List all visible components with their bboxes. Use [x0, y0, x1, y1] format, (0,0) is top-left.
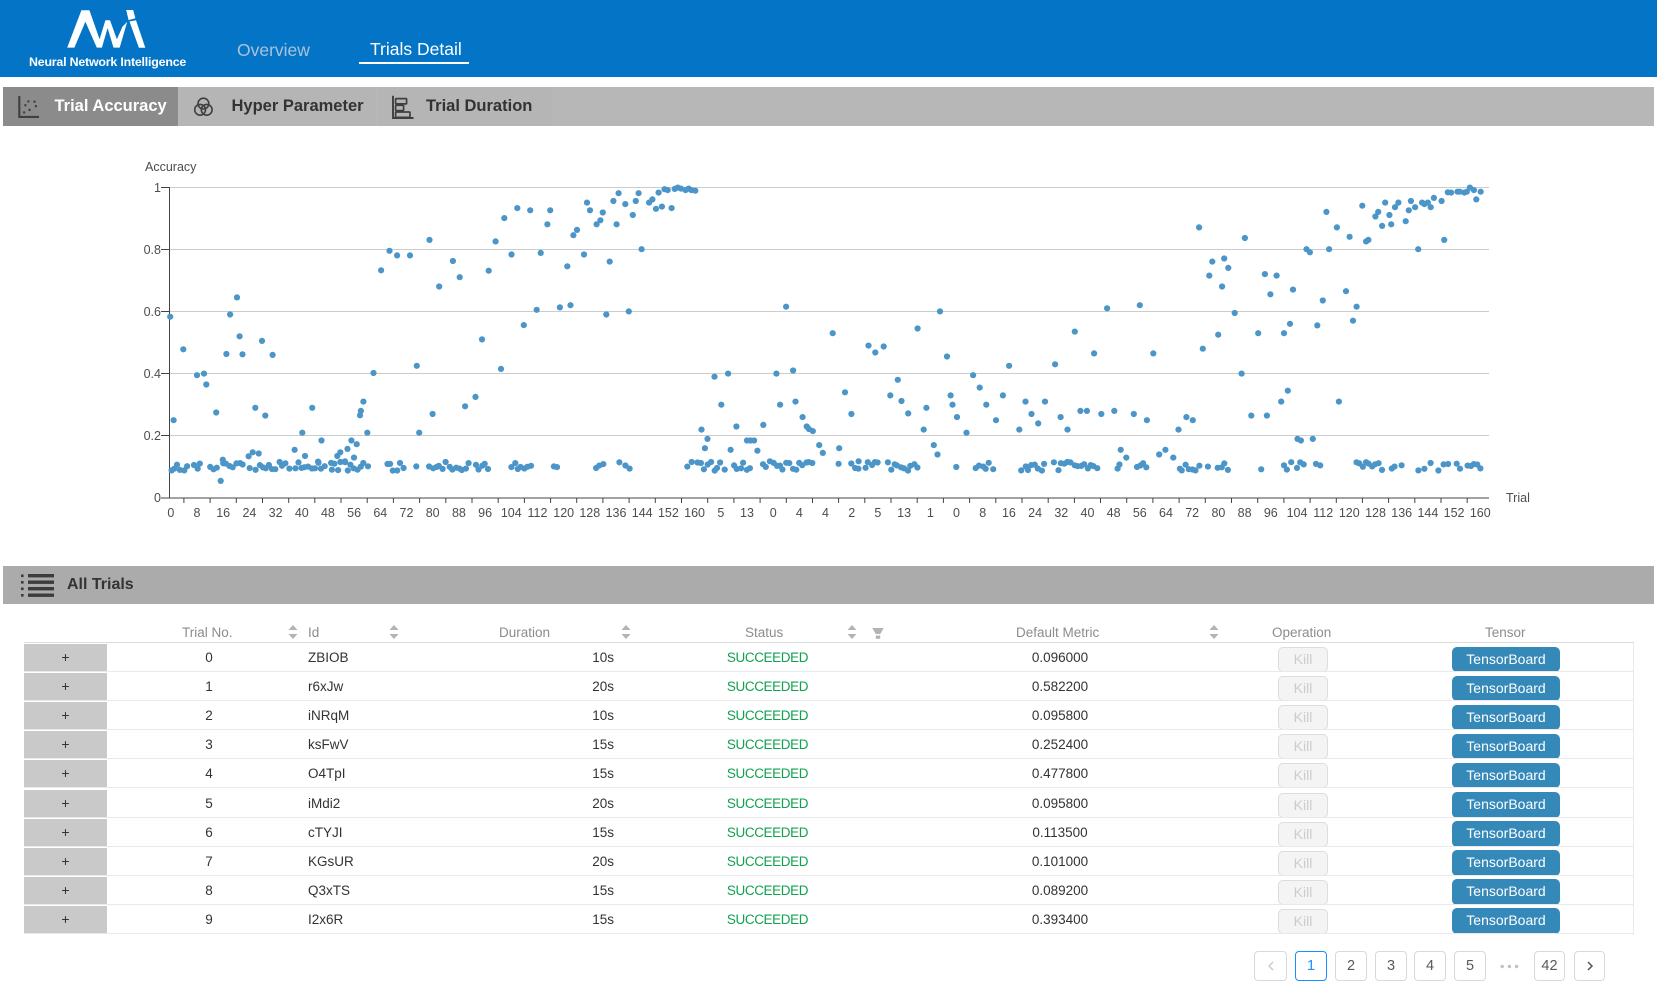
svg-text:4: 4: [822, 506, 829, 520]
svg-text:5: 5: [717, 506, 724, 520]
svg-text:64: 64: [373, 506, 387, 520]
svg-text:160: 160: [684, 506, 705, 520]
svg-text:0: 0: [953, 506, 960, 520]
svg-text:4: 4: [796, 506, 803, 520]
svg-text:Accuracy: Accuracy: [145, 160, 197, 174]
svg-text:16: 16: [216, 506, 230, 520]
svg-text:Trial: Trial: [1506, 491, 1530, 505]
svg-text:8: 8: [979, 506, 986, 520]
svg-text:1: 1: [927, 506, 934, 520]
svg-text:144: 144: [1417, 506, 1438, 520]
svg-text:13: 13: [897, 506, 911, 520]
svg-text:48: 48: [1107, 506, 1121, 520]
svg-text:2: 2: [848, 506, 855, 520]
svg-text:152: 152: [658, 506, 679, 520]
svg-text:160: 160: [1470, 506, 1491, 520]
svg-text:80: 80: [426, 506, 440, 520]
svg-text:96: 96: [478, 506, 492, 520]
svg-text:40: 40: [295, 506, 309, 520]
svg-text:128: 128: [579, 506, 600, 520]
svg-text:13: 13: [740, 506, 754, 520]
svg-text:0.6: 0.6: [144, 305, 161, 319]
svg-text:5: 5: [874, 506, 881, 520]
svg-text:0: 0: [154, 491, 161, 505]
svg-text:0.8: 0.8: [144, 243, 161, 257]
svg-text:136: 136: [1391, 506, 1412, 520]
svg-text:104: 104: [1287, 506, 1308, 520]
svg-text:104: 104: [501, 506, 522, 520]
svg-text:80: 80: [1211, 506, 1225, 520]
svg-text:72: 72: [1185, 506, 1199, 520]
svg-text:0.4: 0.4: [144, 367, 161, 381]
svg-text:56: 56: [1133, 506, 1147, 520]
svg-text:88: 88: [1238, 506, 1252, 520]
svg-text:120: 120: [1339, 506, 1360, 520]
svg-text:120: 120: [553, 506, 574, 520]
svg-text:96: 96: [1264, 506, 1278, 520]
svg-text:136: 136: [606, 506, 627, 520]
svg-text:88: 88: [452, 506, 466, 520]
svg-text:1: 1: [154, 181, 161, 195]
svg-text:24: 24: [242, 506, 256, 520]
svg-text:0: 0: [167, 506, 174, 520]
svg-text:72: 72: [400, 506, 414, 520]
svg-text:16: 16: [1002, 506, 1016, 520]
svg-text:32: 32: [1054, 506, 1068, 520]
svg-text:24: 24: [1028, 506, 1042, 520]
svg-text:0.2: 0.2: [144, 429, 161, 443]
svg-text:56: 56: [347, 506, 361, 520]
svg-text:144: 144: [632, 506, 653, 520]
svg-text:48: 48: [321, 506, 335, 520]
svg-text:152: 152: [1444, 506, 1465, 520]
svg-text:32: 32: [269, 506, 283, 520]
svg-text:0: 0: [770, 506, 777, 520]
svg-text:64: 64: [1159, 506, 1173, 520]
svg-text:112: 112: [1313, 506, 1333, 520]
svg-text:8: 8: [194, 506, 201, 520]
svg-text:40: 40: [1081, 506, 1095, 520]
svg-text:128: 128: [1365, 506, 1386, 520]
svg-text:112: 112: [528, 506, 548, 520]
